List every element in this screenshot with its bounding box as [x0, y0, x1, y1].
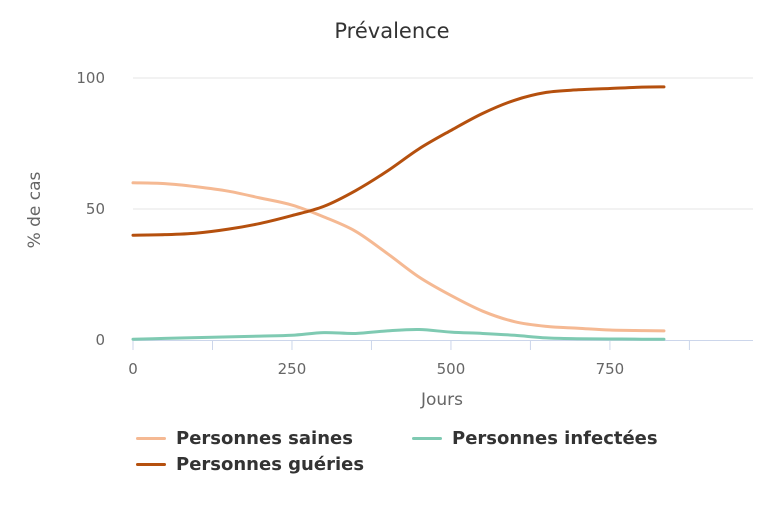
series-line-gueries[interactable]	[131, 85, 666, 237]
legend-item-infectees[interactable]: Personnes infectées	[412, 428, 658, 449]
grid	[133, 77, 753, 210]
legend-item-gueries[interactable]: Personnes guéries	[136, 454, 364, 475]
series-line-saines[interactable]	[131, 181, 666, 333]
y-tick-label-100: 100	[76, 69, 105, 87]
x-axis-title: Jours	[420, 390, 463, 410]
x-tick-label-500: 500	[437, 360, 466, 378]
x-axis-ticks: 0 250 500 750	[128, 340, 690, 378]
x-tick-label-750: 750	[596, 360, 625, 378]
legend: Personnes saines Personnes infectées Per…	[136, 428, 696, 488]
series-lines	[131, 85, 666, 341]
legend-swatch-gueries	[136, 463, 166, 466]
legend-swatch-saines	[136, 437, 166, 440]
legend-label-gueries: Personnes guéries	[176, 454, 365, 475]
x-tick-label-0: 0	[128, 360, 138, 378]
legend-item-saines[interactable]: Personnes saines	[136, 428, 353, 449]
series-line-infectees[interactable]	[131, 327, 666, 341]
legend-label-saines: Personnes saines	[176, 428, 353, 449]
chart-title: Prévalence	[334, 19, 449, 43]
legend-swatch-infectees	[412, 437, 442, 440]
y-tick-label-50: 50	[86, 200, 105, 218]
y-axis-title: % de cas	[25, 171, 45, 248]
x-tick-label-250: 250	[278, 360, 307, 378]
y-axis-ticks: 0 50 100	[76, 69, 105, 349]
y-tick-label-0: 0	[95, 331, 105, 349]
legend-label-infectees: Personnes infectées	[452, 428, 658, 449]
